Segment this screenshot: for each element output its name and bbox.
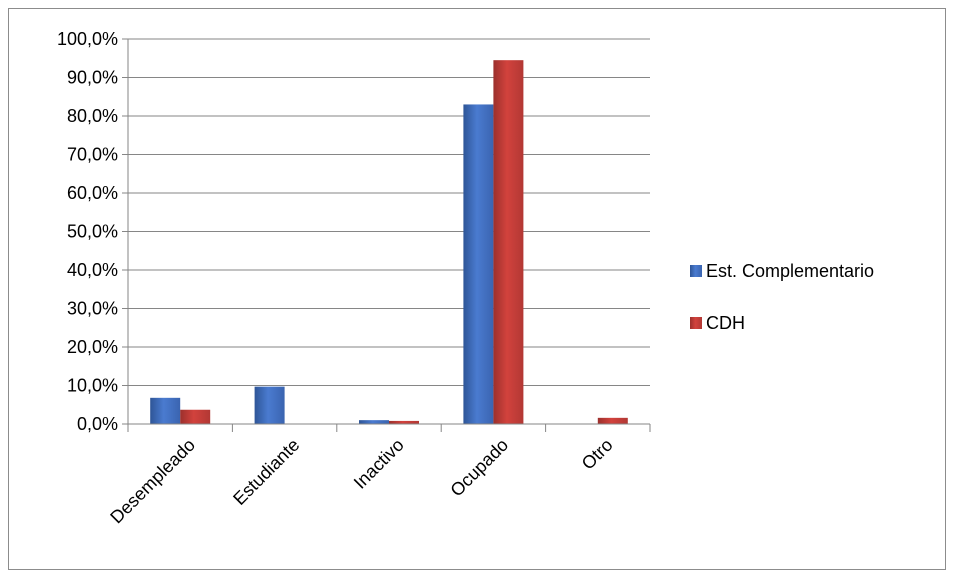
y-tick-label: 10,0% xyxy=(67,376,118,396)
bar-cdh-ocupado xyxy=(493,60,524,425)
legend-label: Est. Complementario xyxy=(706,261,874,281)
legend-swatch xyxy=(690,265,702,277)
x-category-label: Desempleado xyxy=(106,435,199,528)
x-category-label: Estudiante xyxy=(229,435,303,509)
y-tick-label: 0,0% xyxy=(77,414,118,434)
x-category-label: Ocupado xyxy=(446,435,512,501)
y-tick-label: 70,0% xyxy=(67,145,118,165)
bar-cdh-inactivo xyxy=(389,420,419,424)
y-tick-label: 50,0% xyxy=(67,222,118,242)
y-tick-label: 60,0% xyxy=(67,183,118,203)
y-tick-label: 40,0% xyxy=(67,260,118,280)
y-tick-label: 80,0% xyxy=(67,106,118,126)
bar-cdh-otro xyxy=(597,417,628,424)
legend-label: CDH xyxy=(706,313,745,333)
x-category-label: Otro xyxy=(578,435,617,474)
axes xyxy=(122,38,651,432)
y-tick-label: 20,0% xyxy=(67,337,118,357)
gridlines xyxy=(128,38,650,386)
x-category-label: Inactivo xyxy=(350,435,408,493)
axis-labels: 0,0% 10,0% 20,0% 30,0% 40,0% 50,0% 60,0% 70,0% 8… xyxy=(57,29,617,527)
bar-est-complementario-inactivo xyxy=(359,420,389,424)
bar-est-complementario-desempleado xyxy=(150,397,181,424)
bar-cdh-desempleado xyxy=(180,409,211,424)
y-tick-label: 30,0% xyxy=(67,299,118,319)
bar-est-complementario-estudiante xyxy=(254,386,285,424)
legend-swatch xyxy=(690,317,702,329)
y-tick-label: 90,0% xyxy=(67,68,118,88)
bar-est-complementario-ocupado xyxy=(463,104,494,424)
y-tick-label: 100,0% xyxy=(57,29,118,49)
bars xyxy=(150,60,628,425)
legend: Est. Complementario CDH xyxy=(690,261,874,333)
